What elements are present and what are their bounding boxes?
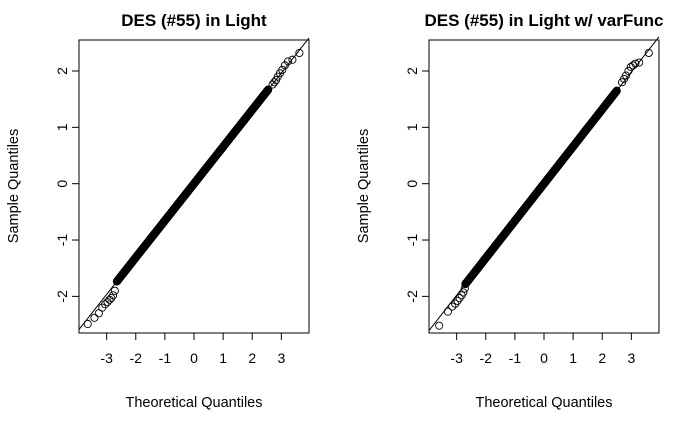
qq-point (264, 85, 273, 94)
qq-point (622, 71, 631, 80)
qq-point (631, 59, 640, 68)
x-tick-label: 3 (277, 350, 285, 366)
qq-point (288, 55, 297, 64)
y-tick-label: -1 (54, 234, 70, 247)
qq-point (448, 302, 457, 311)
x-axis-label: Theoretical Quantiles (125, 395, 262, 411)
y-tick-label: 2 (54, 67, 70, 75)
qq-point (624, 66, 633, 76)
qq-point (460, 284, 469, 293)
x-tick-label: -3 (450, 350, 463, 366)
qq-point (278, 65, 287, 74)
qq-point (435, 321, 444, 330)
y-tick-label: 0 (404, 180, 420, 188)
x-tick-label: -3 (100, 350, 113, 366)
y-tick-label: -2 (54, 290, 70, 303)
qq-point (451, 299, 460, 308)
x-tick-label: 2 (248, 350, 256, 366)
y-tick-label: -1 (404, 234, 420, 247)
qq-point (644, 48, 653, 58)
qq-point (612, 86, 621, 95)
qq-point (283, 57, 293, 66)
qq-point (270, 78, 279, 87)
y-tick-label: 1 (54, 123, 70, 131)
qq-point (295, 48, 304, 58)
qq-point (453, 296, 462, 305)
qq-plot-panel-left: DES (#55) in Light -3 -2 -1 0 1 2 3 -2 -1 0 1 2 The… (6, 11, 310, 411)
qq-point (443, 307, 452, 316)
x-axis-label: Theoretical Quantiles (475, 395, 612, 411)
chart-title: DES (#55) in Light w/ varFunc (425, 11, 664, 30)
y-axis-label: Sample Quantiles (6, 129, 22, 243)
y-tick-label: 2 (404, 67, 420, 75)
x-tick-label: -2 (480, 350, 493, 366)
qq-point (635, 58, 644, 67)
qq-plot-panel-right: DES (#55) in Light w/ varFunc -3 -2 -1 0 1 2 3… (350, 0, 700, 432)
qq-point (83, 319, 92, 329)
qq-point (101, 300, 110, 309)
y-tick-label: 0 (54, 180, 70, 188)
x-tick-label: 0 (190, 350, 198, 366)
x-tick-label: 2 (598, 350, 606, 366)
qq-point (110, 286, 119, 295)
qq-plot-left: DES (#55) in Light -3 -2 -1 0 1 2 3 -2 -1 0 1 2 The… (6, 11, 310, 411)
chart-title: DES (#55) in Light (121, 11, 267, 30)
qq-plot-right: DES (#55) in Light w/ varFunc -3 -2 -1 0 1 2 3… (356, 11, 664, 411)
qq-point (109, 291, 118, 300)
qq-point (459, 288, 468, 297)
x-tick-label: -2 (130, 350, 143, 366)
y-tick-label: -2 (404, 290, 420, 303)
y-tick-label: 1 (404, 123, 420, 131)
x-tick-label: -1 (509, 350, 522, 366)
qq-point (90, 313, 99, 322)
x-tick-label: -1 (159, 350, 172, 366)
x-tick-label: 1 (569, 350, 577, 366)
y-axis-label: Sample Quantiles (356, 129, 372, 243)
x-tick-label: 0 (540, 350, 548, 366)
qq-point (455, 294, 464, 303)
x-tick-label: 1 (219, 350, 227, 366)
x-tick-label: 3 (627, 350, 635, 366)
